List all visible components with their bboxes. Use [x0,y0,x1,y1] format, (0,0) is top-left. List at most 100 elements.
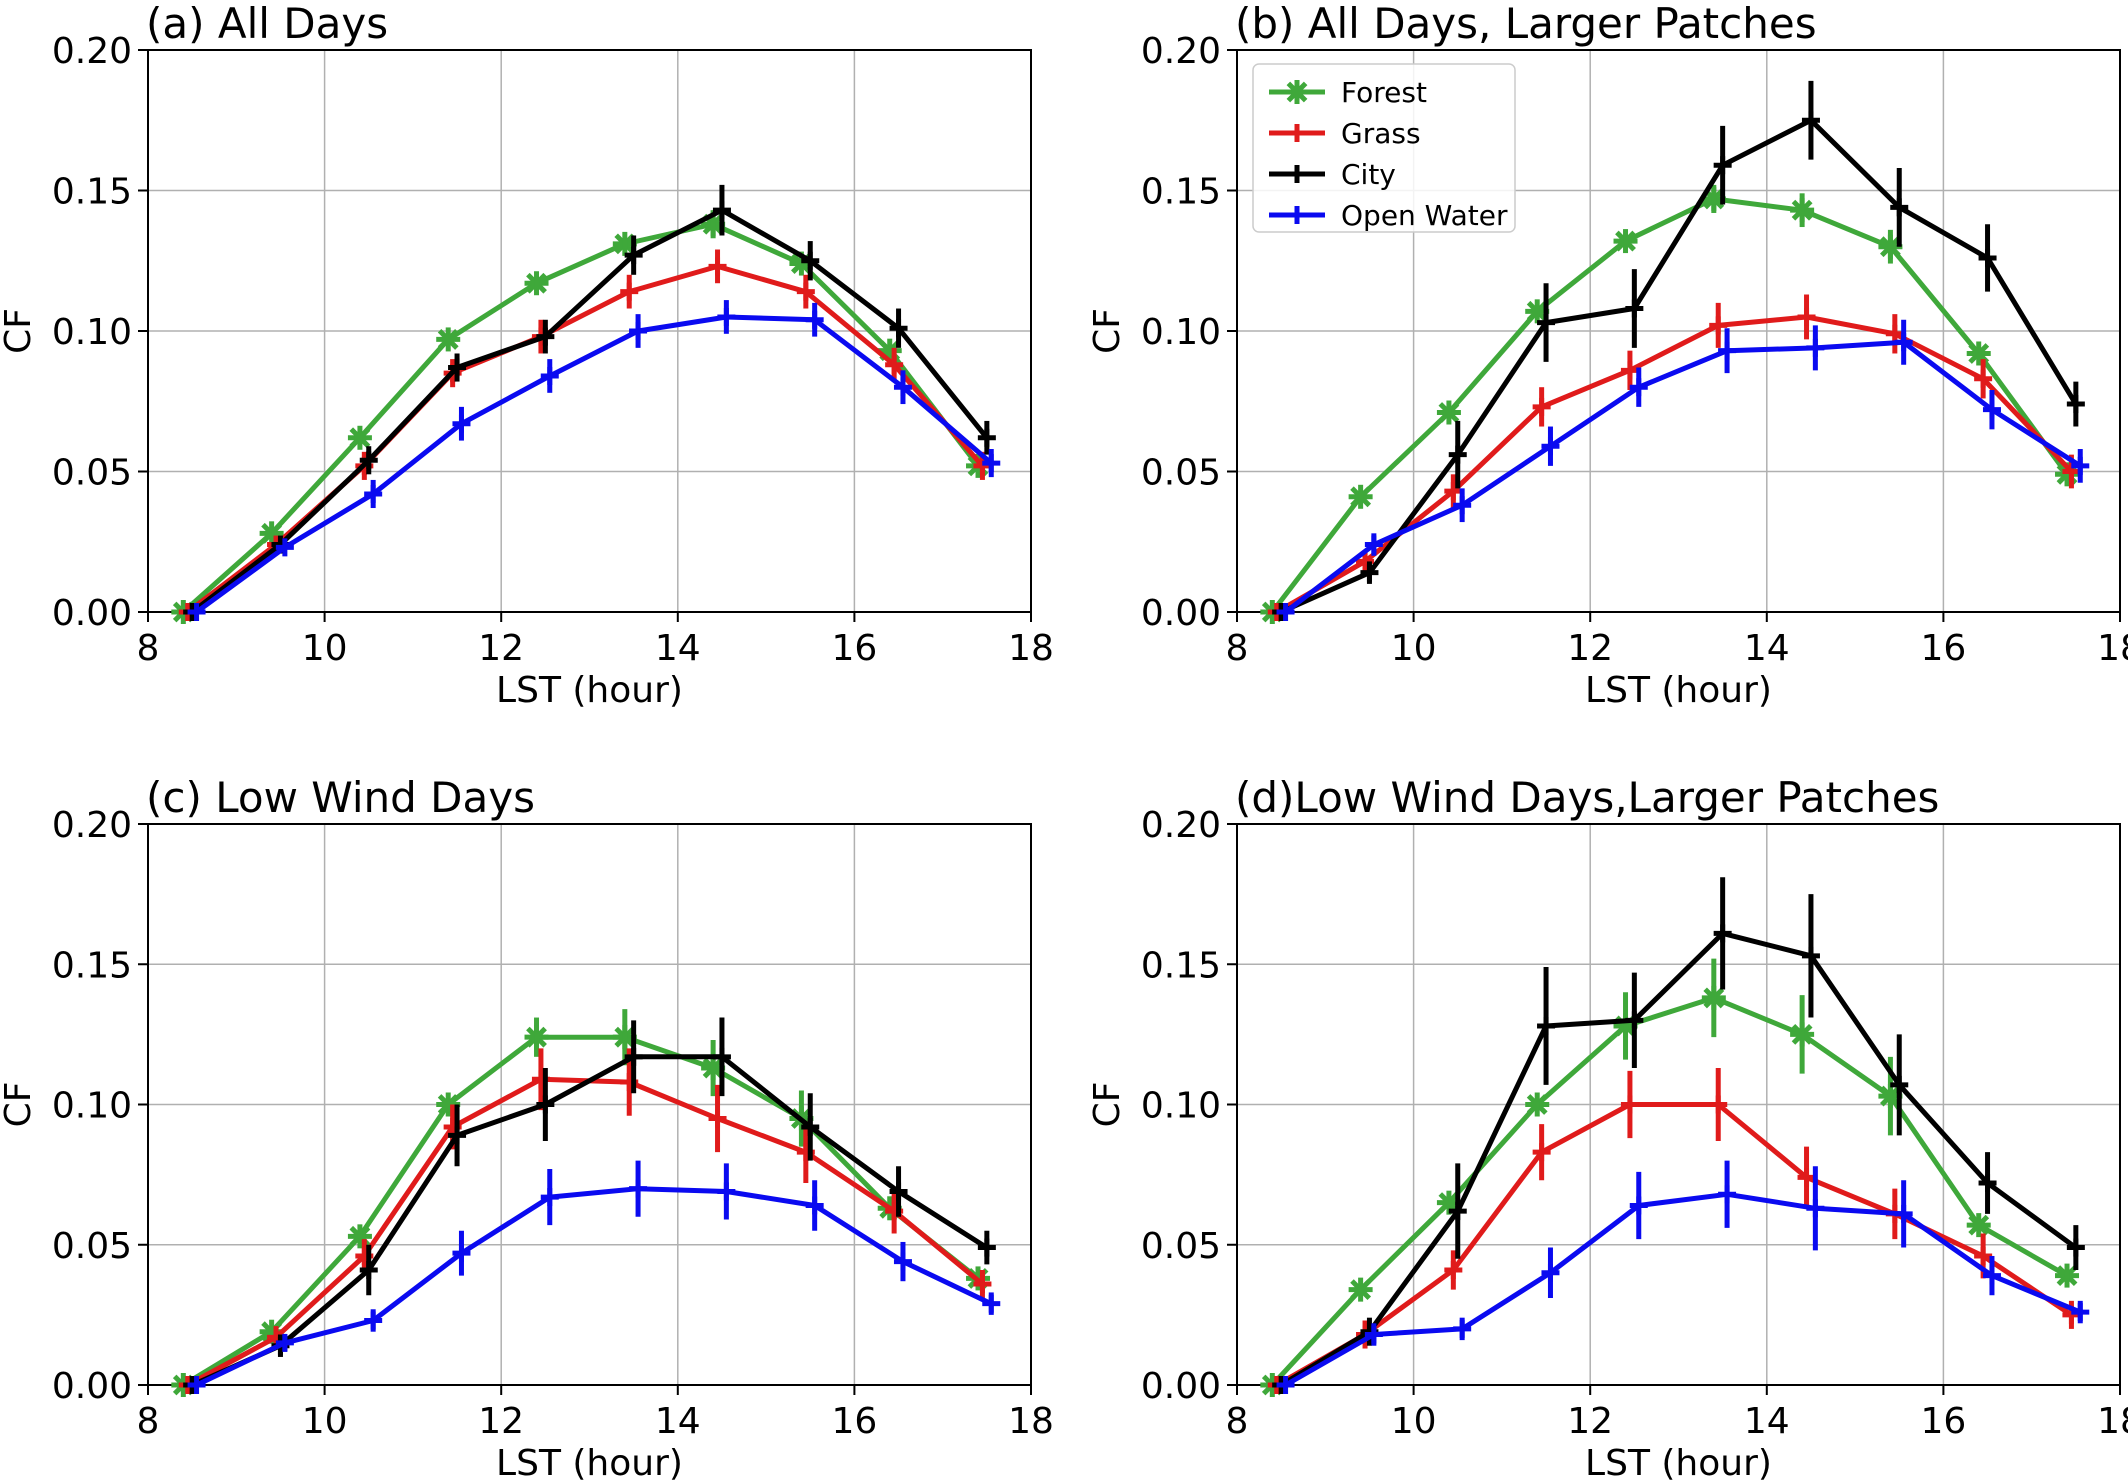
panel-d-series-forest-point-2 [1436,1190,1461,1215]
panel-c-ytick-label-2: 0.10 [52,1086,132,1127]
panel-a-ytick-label-1: 0.05 [52,453,132,494]
panel-b-series-open-water-point-5 [1718,341,1737,360]
panel-c-series-open-water-point-7 [805,1196,824,1215]
panel-b-legend-grass-label: Grass [1341,117,1421,150]
panel-b-series-open-water-line [1284,339,2082,614]
panel-b-series-forest-point-4 [1613,229,1638,254]
panel-c-series-city-point-5 [624,1047,643,1066]
panel-d-series-grass-point-5 [1709,1095,1728,1114]
panel-a-series-open-water-point-8 [893,378,912,397]
panel-a-xtick-label-1: 10 [302,628,348,669]
panel-c-xlabel: LST (hour) [496,1443,683,1480]
panel-c-series-open-water-point-6 [717,1182,736,1201]
panel-d-series-city-point-3 [1537,1016,1556,1035]
panel-d-series-city-point-8 [1978,1174,1997,1193]
panel-d-series-city-point-6 [1801,946,1820,965]
panel-c-xtick-label-5: 18 [1008,1401,1054,1442]
panel-d-series-open-water-point-0 [1276,1376,1295,1394]
panel-a-title: (a) All Days [146,0,388,48]
panel-b: 8 10 12 14 16 18 0.00 0.05 0.10 0.15 0.20 LST (hour… [1087,0,2128,711]
panel-a-ytick-label-3: 0.15 [52,172,132,213]
panel-b-legend-box [1252,63,1516,233]
panel-b-xlabel: LST (hour) [1585,670,1772,711]
panel-b-xtick-label-5: 18 [2097,628,2128,669]
panel-c-series-grass-point-9 [973,1275,992,1294]
panel-a-series-city-line [190,207,989,614]
panel-d-series-city-point-2 [1448,1202,1467,1221]
panel-b-series-open-water-point-0 [1276,603,1295,621]
panel-c-series-open-water-point-4 [540,1188,559,1207]
panel-d-xtick-label-1: 10 [1391,1401,1437,1442]
panel-d-series-forest-point-3 [1525,1092,1550,1117]
panel-c: 8 10 12 14 16 18 0.00 0.05 0.10 0.15 0.20 LST (hour… [0,773,1054,1480]
panel-a-series-open-water-point-9 [982,454,1001,473]
panel-a: 8 10 12 14 16 18 0.00 0.05 0.10 0.15 0.20 LST (hour… [0,0,1054,711]
panel-d-series-open-water-line [1284,1191,2082,1388]
panel-a-xtick-label-0: 8 [137,628,160,669]
panel-c-series-open-water-point-8 [893,1252,912,1271]
panel-c-series-forest-line [182,1034,980,1388]
panel-a-series-forest-point-5 [612,231,637,256]
panel-c-xtick-label-0: 8 [137,1401,160,1442]
panel-b-series-city-point-6 [1801,111,1820,130]
panel-b-legend: Forest Grass City Open Water [1252,63,1516,233]
panel-a-series-open-water [187,300,1001,621]
panel-a-ytick-label-0: 0.00 [52,593,132,634]
panel-b-series-forest-point-8 [1966,341,1991,366]
panel-b-legend-grass-marker [1288,124,1306,142]
panel-d-series-grass-line [1275,1102,2073,1388]
panel-b-xtick-label-1: 10 [1391,628,1437,669]
panel-b-series-grass [1267,294,2081,621]
panel-c-xtick-label-4: 16 [831,1401,877,1442]
panel-a-series-open-water-line [195,314,993,615]
panel-d-series-open-water-point-6 [1806,1199,1825,1218]
panel-b-series-grass-point-8 [1974,369,1993,388]
panel-d-series-grass-point-2 [1444,1260,1463,1279]
panel-d-series-open-water [1276,1160,2090,1394]
panel-c-series-city [183,1017,996,1394]
panel-a-series-open-water-point-2 [364,484,383,503]
panel-d-series-city [1272,877,2085,1394]
panel-a-series-grass-point-9 [973,456,992,475]
panel-b-ytick-label-3: 0.15 [1141,172,1221,213]
panel-d-series-open-water-point-7 [1894,1204,1913,1223]
panel-d-series-forest-point-1 [1348,1277,1373,1302]
panel-a-series-grass-line [186,263,985,614]
panel-d-ytick-label-3: 0.15 [1141,945,1221,986]
panel-d-ytick-label-4: 0.20 [1141,805,1221,846]
panel-a-series-grass-point-7 [796,282,815,301]
panel-c-xtick-label-2: 12 [478,1401,524,1442]
panel-d-series-open-water-point-4 [1629,1196,1648,1215]
panel-b-series-open-water-point-8 [1982,400,2001,419]
panel-c-title: (c) Low Wind Days [146,773,535,822]
panel-d-xtick-label-0: 8 [1226,1401,1249,1442]
panel-c-series-city-point-4 [536,1095,555,1114]
panel-b-xtick-label-3: 14 [1744,628,1790,669]
panel-d-series-open-water-point-1 [1364,1325,1383,1344]
panel-a-series-city-point-3 [448,358,467,377]
panel-c-series-grass [178,1048,992,1394]
panel-b-series-city-point-8 [1978,248,1997,267]
panel-b-series-forest-point-6 [1790,198,1815,223]
panel-b-series-open-water-point-3 [1541,437,1560,456]
panel-b-series-city-point-9 [2066,395,2085,414]
panel-d-series-grass [1267,1068,2081,1394]
panel-b-ytick-label-4: 0.20 [1141,31,1221,72]
panel-d-xtick-label-3: 14 [1744,1401,1790,1442]
panel-c-ytick-label-3: 0.15 [52,945,132,986]
panel-a-series-city [183,184,996,621]
panel-b-series-forest-line [1270,196,2070,614]
panel-b-series-open-water-point-4 [1629,378,1648,397]
panel-b-ytick-label-2: 0.10 [1141,312,1221,353]
panel-b-series-city-line [1280,117,2078,615]
panel-d-series-city-point-9 [2066,1238,2085,1257]
panel-a-series-open-water-point-3 [452,414,471,433]
panel-a-series-city-point-8 [889,319,908,338]
panel-d-ytick-label-1: 0.05 [1141,1226,1221,1267]
panel-d-series-grass-point-4 [1620,1095,1639,1114]
panel-a-ytick-label-4: 0.20 [52,31,132,72]
panel-b-xtick-label-0: 8 [1226,628,1249,669]
panel-a-series-open-water-point-7 [805,310,824,329]
panel-b-title: (b) All Days, Larger Patches [1235,0,1817,48]
panel-a-ytick-label-2: 0.10 [52,312,132,353]
